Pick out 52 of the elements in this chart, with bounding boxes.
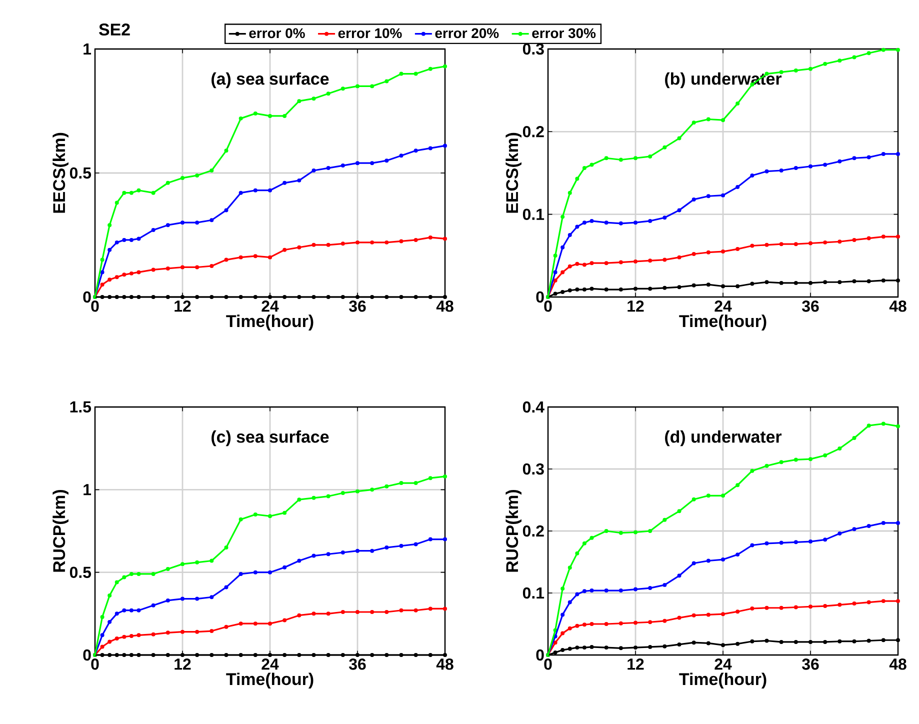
x-axis-title: Time(hour): [226, 672, 314, 688]
y-tick-label: 0.5: [70, 167, 92, 179]
annotation: (c) sea surface: [212, 430, 329, 446]
x-tick-label: 48: [436, 300, 454, 312]
x-tick-label: 36: [802, 300, 819, 312]
x-axis-title: Time(hour): [226, 314, 314, 330]
y-axis-title: EECS(km): [52, 132, 68, 213]
x-tick-label: 0: [544, 300, 552, 312]
x-tick-label: 0: [91, 300, 99, 312]
x-tick-label: 48: [889, 658, 906, 670]
y-tick-label: 0.3: [522, 43, 544, 55]
x-tick-label: 0: [544, 658, 552, 670]
x-tick-label: 24: [714, 658, 732, 670]
legend-label: error 20%: [435, 28, 499, 38]
y-axis-title: RUCP(km): [506, 490, 522, 572]
legend-label: error 10%: [338, 28, 402, 38]
y-tick-label: 0: [536, 291, 544, 303]
legend-label: error 0%: [249, 28, 305, 38]
x-axis-title: Time(hour): [679, 314, 766, 330]
x-tick-label: 48: [889, 300, 906, 312]
x-tick-label: 24: [714, 300, 732, 312]
legend-label: error 30%: [532, 28, 596, 38]
y-axis-title: EECS(km): [506, 132, 522, 213]
x-tick-label: 0: [91, 658, 99, 670]
chart-title: SE2: [99, 24, 130, 36]
y-tick-label: 0.3: [522, 463, 544, 475]
x-tick-label: 48: [436, 658, 454, 670]
y-tick-label: 1: [84, 484, 92, 496]
y-tick-label: 0: [536, 649, 544, 661]
x-tick-label: 12: [174, 658, 191, 670]
x-tick-label: 36: [802, 658, 819, 670]
y-tick-label: 0.5: [70, 566, 92, 578]
x-tick-label: 12: [628, 300, 644, 312]
x-tick-label: 12: [628, 658, 644, 670]
x-axis-title: Time(hour): [679, 672, 766, 688]
x-tick-label: 24: [262, 658, 279, 670]
y-axis-title: RUCP(km): [52, 490, 68, 572]
annotation: (a) sea surface: [212, 72, 329, 88]
y-tick-label: 0: [83, 291, 91, 303]
x-tick-label: 36: [348, 658, 366, 670]
y-tick-label: 0.4: [522, 401, 544, 413]
x-tick-label: 12: [174, 300, 191, 312]
y-tick-label: 0.2: [522, 126, 544, 138]
y-tick-label: 0.1: [522, 208, 544, 220]
y-tick-label: 1.5: [70, 401, 92, 413]
y-tick-label: 0.2: [522, 525, 544, 537]
y-tick-label: 0: [83, 649, 91, 661]
annotation: (d) underwater: [665, 430, 782, 446]
y-tick-label: 0.1: [522, 587, 544, 599]
x-tick-label: 24: [262, 300, 279, 312]
x-tick-label: 36: [348, 300, 366, 312]
y-tick-label: 1: [84, 44, 92, 54]
